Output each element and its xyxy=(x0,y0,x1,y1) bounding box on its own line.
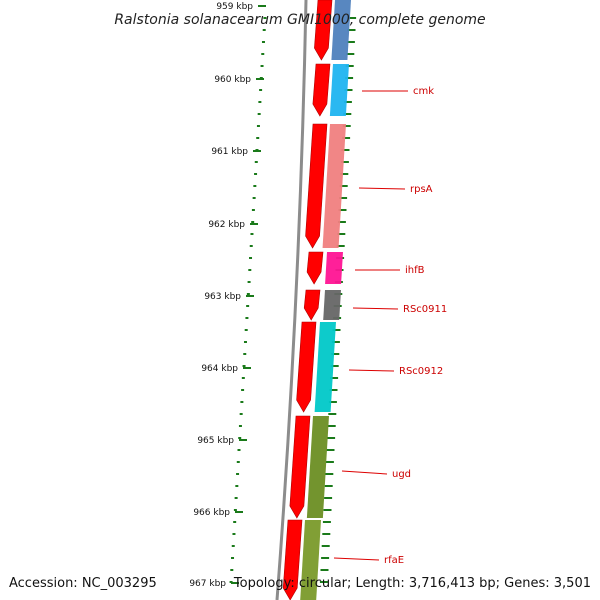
scale-ticks: 959 kbp 960 kbp 961 kbp 962 kbp 963 kbp 964 k… xyxy=(189,2,357,589)
gene-labels: cmk rpsA ihfB RSc0911 RSc0912 ugd rfaE xyxy=(333,86,447,566)
gene-feature-block xyxy=(329,64,349,116)
tick-label: 960 kbp xyxy=(214,75,251,85)
cds-arrow xyxy=(312,63,331,117)
cds-arrow xyxy=(306,251,324,285)
tick-label: 962 kbp xyxy=(208,220,245,230)
cds-arrow xyxy=(296,321,317,413)
gene-label: rfaE xyxy=(384,555,404,566)
gene-feature-block xyxy=(325,252,343,284)
tick-label: 964 kbp xyxy=(201,364,238,374)
tick-label: 965 kbp xyxy=(197,436,234,446)
gene-feature-block xyxy=(306,416,329,518)
tick-label: 967 kbp xyxy=(189,579,226,589)
genome-summary-text: Topology: circular; Length: 3,716,413 bp… xyxy=(233,576,591,591)
gene-feature-block xyxy=(322,124,346,248)
gene-label-leader xyxy=(333,557,380,561)
gene-label: rpsA xyxy=(410,184,433,195)
cds-arrow xyxy=(289,415,311,519)
tick-label: 963 kbp xyxy=(204,292,241,302)
gene-label: ihfB xyxy=(405,265,425,276)
gene-label-leader xyxy=(348,369,395,372)
gene-label: cmk xyxy=(413,86,434,97)
gene-label: RSc0911 xyxy=(403,304,447,315)
gene-track xyxy=(282,0,351,600)
cds-arrow xyxy=(282,519,303,600)
cds-arrow xyxy=(314,0,333,61)
gene-label: RSc0912 xyxy=(399,366,443,377)
genome-backbone-line xyxy=(275,0,308,600)
gene-feature-block xyxy=(300,520,321,600)
tick-label: 966 kbp xyxy=(193,508,230,518)
gene-feature-block xyxy=(323,290,341,320)
accession-text: Accession: NC_003295 xyxy=(9,576,157,591)
cds-arrow xyxy=(303,289,321,321)
tick-label: 961 kbp xyxy=(211,147,248,157)
gene-label-leader xyxy=(358,187,406,190)
tick-label: 959 kbp xyxy=(216,2,253,12)
cds-arrow xyxy=(305,123,328,249)
map-title: Ralstonia solanacearum GMI1000, complete… xyxy=(114,12,485,28)
gene-label-leader xyxy=(341,470,388,475)
backbone xyxy=(275,0,308,600)
gene-label-leader xyxy=(352,307,399,310)
gene-label: ugd xyxy=(392,469,411,480)
gene-feature-block xyxy=(314,322,336,412)
gene-feature-block xyxy=(331,0,351,60)
